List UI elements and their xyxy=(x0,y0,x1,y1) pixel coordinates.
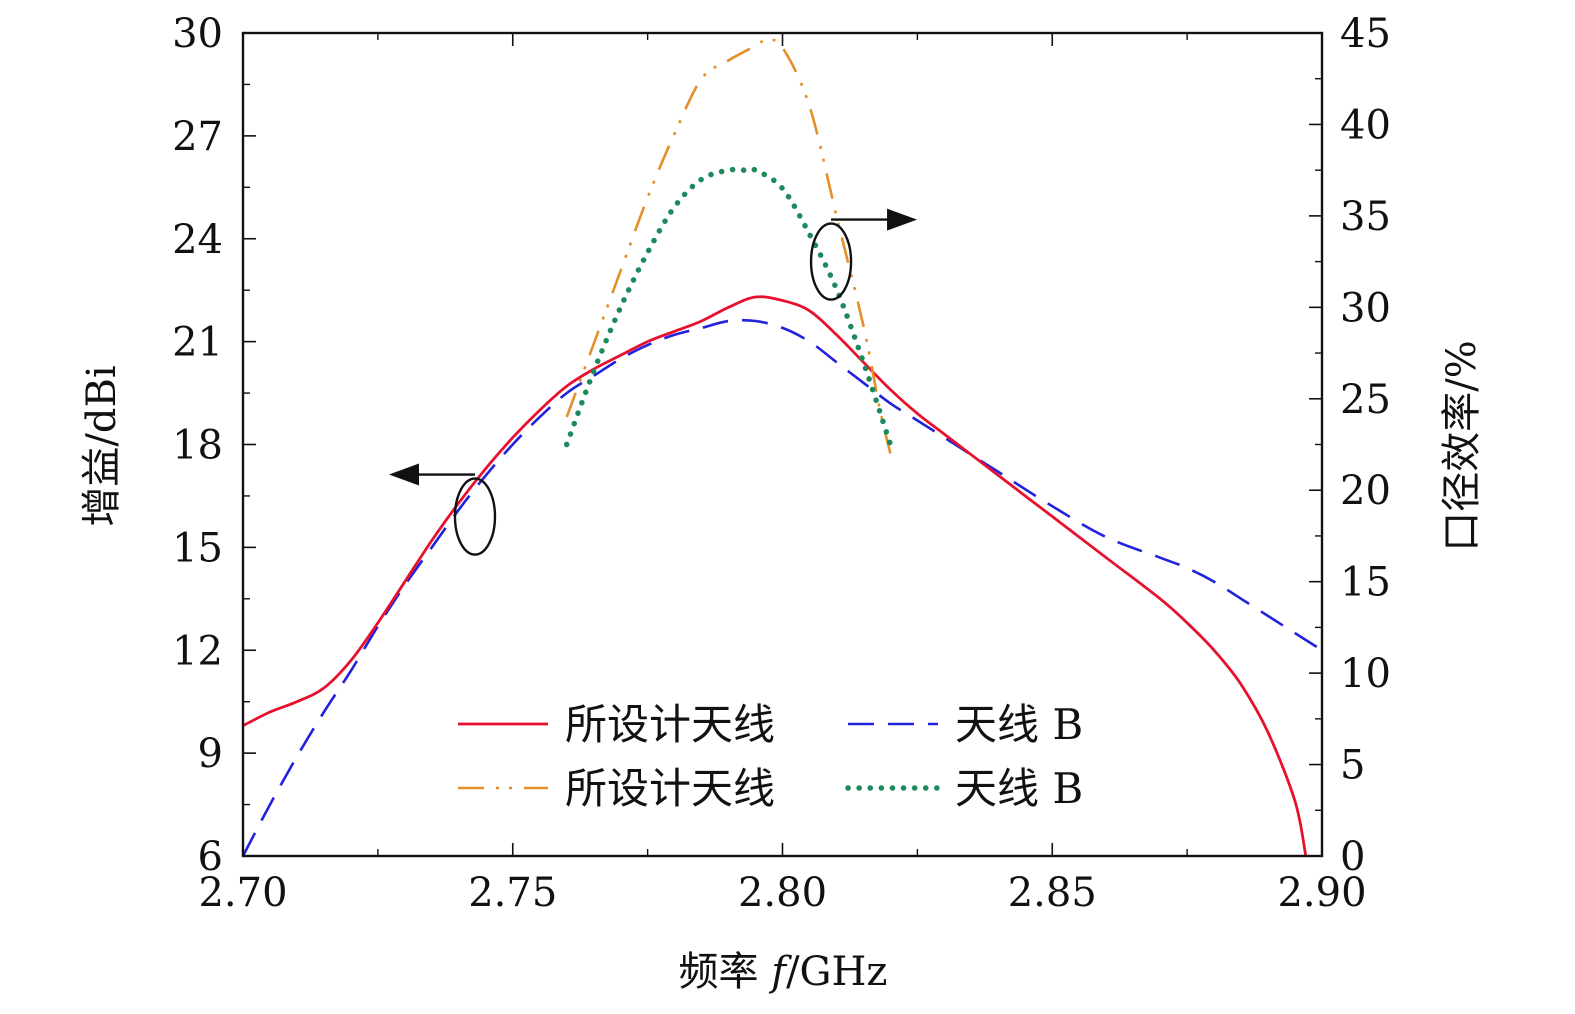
axis-ticks: 2.70 2.75 2.80 2.85 2.90 6 9 12 15 18 21 24 27 30 0 5 10… xyxy=(172,11,1391,916)
y-right-tick-label: 30 xyxy=(1340,285,1391,331)
annotations xyxy=(388,208,918,556)
y-left-tick-label: 6 xyxy=(198,834,223,880)
series-line-0 xyxy=(242,295,1308,857)
y-right-tick-label: 40 xyxy=(1340,102,1391,148)
annotation-arrow-head xyxy=(887,208,918,231)
annotation-ellipse xyxy=(809,222,853,301)
y-left-tick-label: 30 xyxy=(172,11,223,57)
y-left-tick-label: 18 xyxy=(172,423,223,469)
x-tick-label: 2.80 xyxy=(738,870,827,916)
y-left-tick-label: 9 xyxy=(198,731,223,777)
series-line-1 xyxy=(241,318,1323,857)
x-axis-label-prefix: 频率 xyxy=(679,949,772,995)
legend-label-2: 所设计天线 xyxy=(565,764,775,813)
chart-curves xyxy=(241,38,1323,857)
x-tick-label: 2.90 xyxy=(1277,870,1366,916)
series-line-2 xyxy=(565,38,892,454)
y-left-tick-label: 15 xyxy=(172,525,223,571)
y-right-tick-label: 45 xyxy=(1340,11,1391,57)
y-left-tick-label: 21 xyxy=(172,320,223,366)
x-axis-label: 频率 f/GHz xyxy=(679,949,888,995)
x-tick-label: 2.75 xyxy=(468,870,557,916)
y-left-tick-label: 12 xyxy=(172,628,223,674)
annotation-arrow-head xyxy=(388,463,419,486)
y-right-tick-label: 5 xyxy=(1340,743,1365,789)
x-tick-label: 2.70 xyxy=(198,870,287,916)
plot-frame xyxy=(241,31,1324,858)
legend-label-0: 所设计天线 xyxy=(565,700,775,749)
y-right-tick-label: 15 xyxy=(1340,560,1391,606)
y-right-tick-label: 10 xyxy=(1340,651,1391,697)
y-axis-right-label: 口径效率/% xyxy=(1439,340,1485,551)
y-axis-left-label: 增益/dBi xyxy=(79,365,125,526)
legend-label-1: 天线 B xyxy=(955,700,1083,749)
y-right-tick-label: 35 xyxy=(1340,194,1391,240)
y-left-tick-label: 27 xyxy=(172,114,223,160)
y-right-tick-label: 20 xyxy=(1340,468,1391,514)
x-axis-label-unit: /GHz xyxy=(786,949,887,995)
annotation-ellipse xyxy=(453,477,497,556)
legend-label-3: 天线 B xyxy=(955,764,1083,813)
y-right-tick-label: 25 xyxy=(1340,377,1391,423)
y-left-tick-label: 24 xyxy=(172,217,223,263)
x-tick-label: 2.85 xyxy=(1008,870,1097,916)
y-right-tick-label: 0 xyxy=(1340,834,1365,880)
